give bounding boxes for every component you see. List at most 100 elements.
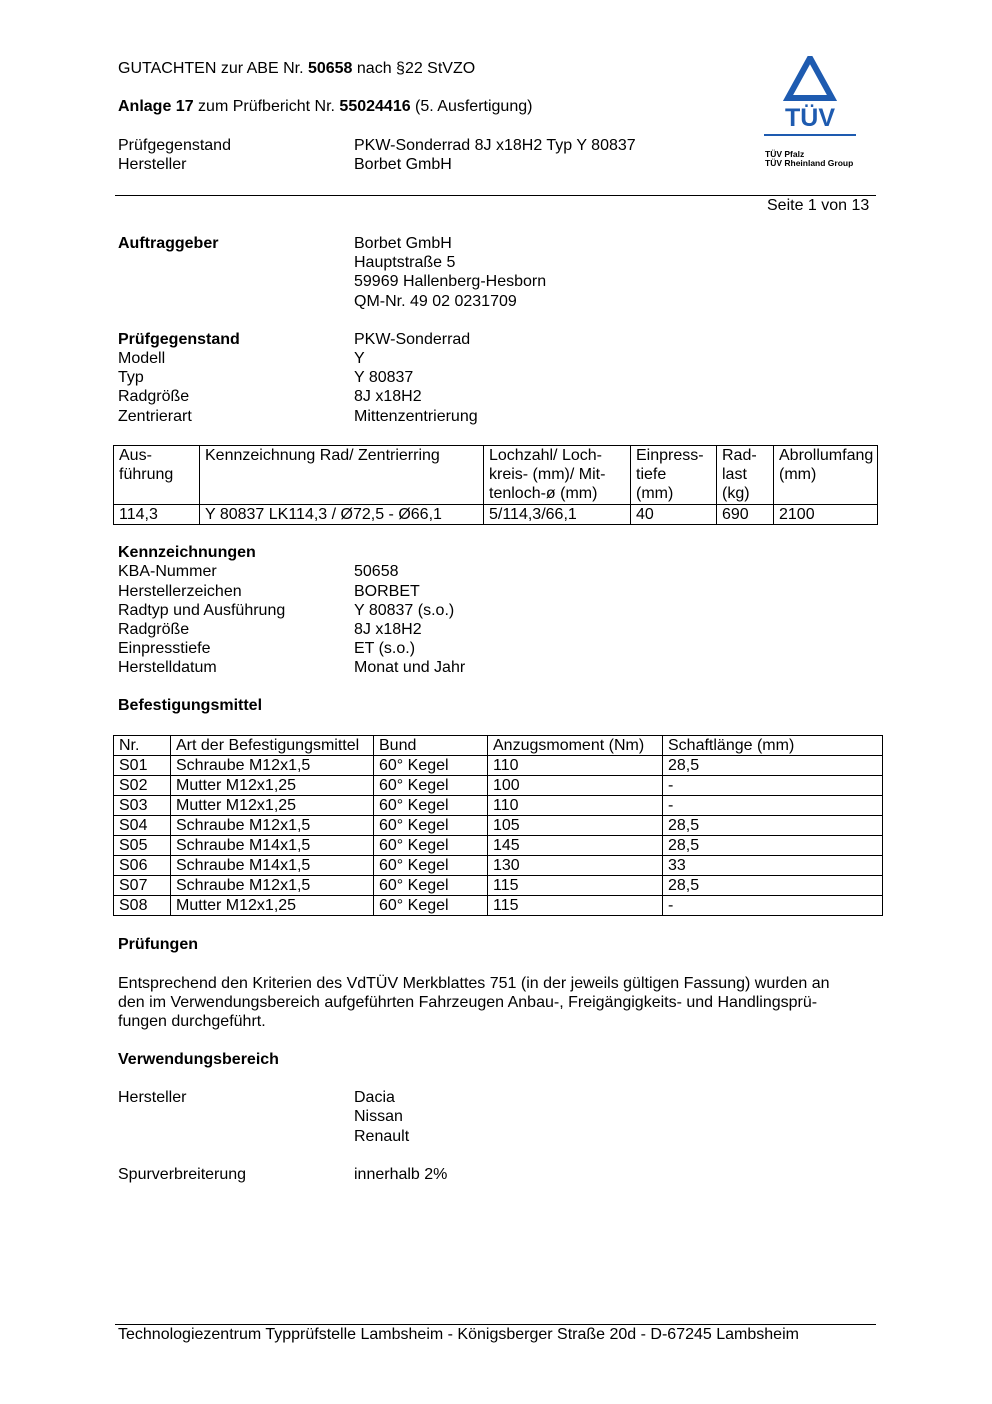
table-row: S01 Schraube M12x1,5 60° Kegel 110 28,5 [113,755,883,776]
fasteners-heading: Befestigungsmittel [118,697,263,714]
table-cell: 100 [487,775,663,796]
table-header-cell: Anzugsmoment (Nm) [487,735,663,756]
table-header-cell: Aus-führung [113,445,200,505]
table-cell: S02 [113,775,171,796]
table-header-cell: Abrollumfang (mm) [773,445,878,505]
header-manufacturer-value: Borbet GmbH [354,156,452,173]
table-cell: Mutter M12x1,25 [170,895,374,916]
subject-row-value: Y [354,350,365,367]
table-cell: 60° Kegel [373,815,488,836]
table-cell: 145 [487,835,663,856]
table-cell: Schraube M14x1,5 [170,855,374,876]
table-cell: 28,5 [662,835,883,856]
client-line: Borbet GmbH [354,235,452,252]
table-cell: - [662,775,883,796]
markings-label: Radgröße [118,621,190,638]
markings-label: Einpresstiefe [118,640,211,657]
table-cell: 28,5 [662,755,883,776]
table-cell: 5/114,3/66,1 [483,504,631,525]
header-subject-label: Prüfgegenstand [118,137,231,154]
table-cell: 2100 [773,504,878,525]
table-row: S07 Schraube M12x1,5 60° Kegel 115 28,5 [113,875,883,896]
table-cell: 33 [662,855,883,876]
markings-label: Herstelldatum [118,659,217,676]
subject-row-label: Radgröße [118,388,190,405]
table-cell: 115 [487,895,663,916]
table-cell: Schraube M12x1,5 [170,815,374,836]
page-number: Seite 1 von 13 [767,197,870,214]
footer-divider [115,1324,876,1325]
table-cell: 60° Kegel [373,855,488,876]
table-row: S06 Schraube M14x1,5 60° Kegel 130 33 [113,855,883,876]
table-cell: - [662,795,883,816]
header-subject-value: PKW-Sonderrad 8J x18H2 Typ Y 80837 [354,137,636,154]
table-cell: S01 [113,755,171,776]
table-cell: 110 [487,755,663,776]
markings-value: ET (s.o.) [354,640,416,657]
table-header-row: Nr. Art der Befestigungsmittel Bund Anzu… [113,735,883,756]
table-cell: - [662,895,883,916]
table-header-cell: Kennzeichnung Rad/ Zentrierring [199,445,484,505]
table-row: S05 Schraube M14x1,5 60° Kegel 145 28,5 [113,835,883,856]
subject-row-value: Y 80837 [354,369,414,386]
logo-sub1: TÜV Pfalz [765,149,805,159]
table-cell: Y 80837 LK114,3 / Ø72,5 - Ø66,1 [199,504,484,525]
table-header-cell: Bund [373,735,488,756]
subject-row-label: Zentrierart [118,408,192,425]
table-cell: Schraube M14x1,5 [170,835,374,856]
subject-row-value: 8J x18H2 [354,388,422,405]
client-line: 59969 Hallenberg-Hesborn [354,273,547,290]
table-cell: 28,5 [662,815,883,836]
markings-value: 50658 [354,563,399,580]
table-header-cell: Lochzahl/ Loch-kreis- (mm)/ Mit-tenloch-… [483,445,631,505]
track-widening-label: Spurverbreiterung [118,1166,247,1183]
subject-value: PKW-Sonderrad [354,331,471,348]
table-cell: 130 [487,855,663,876]
table-header-cell: Art der Befestigungsmittel [170,735,374,756]
table-cell: Schraube M12x1,5 [170,755,374,776]
subject-row-label: Typ [118,369,144,386]
table-cell: Schraube M12x1,5 [170,875,374,896]
table-cell: S08 [113,895,171,916]
table-cell: Mutter M12x1,25 [170,795,374,816]
table-cell: Mutter M12x1,25 [170,775,374,796]
scope-heading: Verwendungsbereich [118,1051,279,1068]
table-row: S02 Mutter M12x1,25 60° Kegel 100- [113,775,883,796]
table-header-cell: Schaftlänge (mm) [662,735,883,756]
subject-row-label: Modell [118,350,166,367]
fasteners-table: Nr. Art der Befestigungsmittel Bund Anzu… [113,735,883,916]
logo-sub2: TÜV Rheinland Group [765,158,854,168]
footer-address: Technologiezentrum Typprüfstelle Lambshe… [118,1326,799,1343]
table-cell: 60° Kegel [373,835,488,856]
table-header-cell: Nr. [113,735,171,756]
table-cell: S05 [113,835,171,856]
table-cell: S07 [113,875,171,896]
wheel-spec-table: Aus-führung Kennzeichnung Rad/ Zentrierr… [113,445,878,525]
report-title: GUTACHTEN zur ABE Nr. 50658 nach §22 StV… [118,60,476,77]
tests-paragraph-line: Entsprechend den Kriterien des VdTÜV Mer… [118,975,830,992]
table-header-cell: Rad-last (kg) [716,445,774,505]
tuev-logo: TÜV TÜV Pfalz TÜV Rheinland Group [762,51,862,176]
table-cell: 110 [487,795,663,816]
markings-value: Y 80837 (s.o.) [354,602,455,619]
table-header-row: Aus-führung Kennzeichnung Rad/ Zentrierr… [113,445,878,505]
scope-manufacturer: Dacia [354,1089,395,1106]
table-cell: 28,5 [662,875,883,896]
header-divider [115,195,876,196]
table-row: 114,3 Y 80837 LK114,3 / Ø72,5 - Ø66,1 5/… [113,504,878,525]
markings-label: KBA-Nummer [118,563,217,580]
markings-value: BORBET [354,583,420,600]
table-row: S04 Schraube M12x1,5 60° Kegel 105 28,5 [113,815,883,836]
table-cell: 60° Kegel [373,775,488,796]
subject-row-value: Mittenzentrierung [354,408,478,425]
table-cell: 114,3 [113,504,200,525]
table-row: S08 Mutter M12x1,25 60° Kegel 115- [113,895,883,916]
client-line: QM-Nr. 49 02 0231709 [354,293,517,310]
scope-manufacturer: Nissan [354,1108,403,1125]
table-cell: S06 [113,855,171,876]
table-cell: 60° Kegel [373,895,488,916]
markings-value: 8J x18H2 [354,621,422,638]
table-cell: 60° Kegel [373,795,488,816]
markings-heading: Kennzeichnungen [118,544,256,561]
table-cell: S04 [113,815,171,836]
